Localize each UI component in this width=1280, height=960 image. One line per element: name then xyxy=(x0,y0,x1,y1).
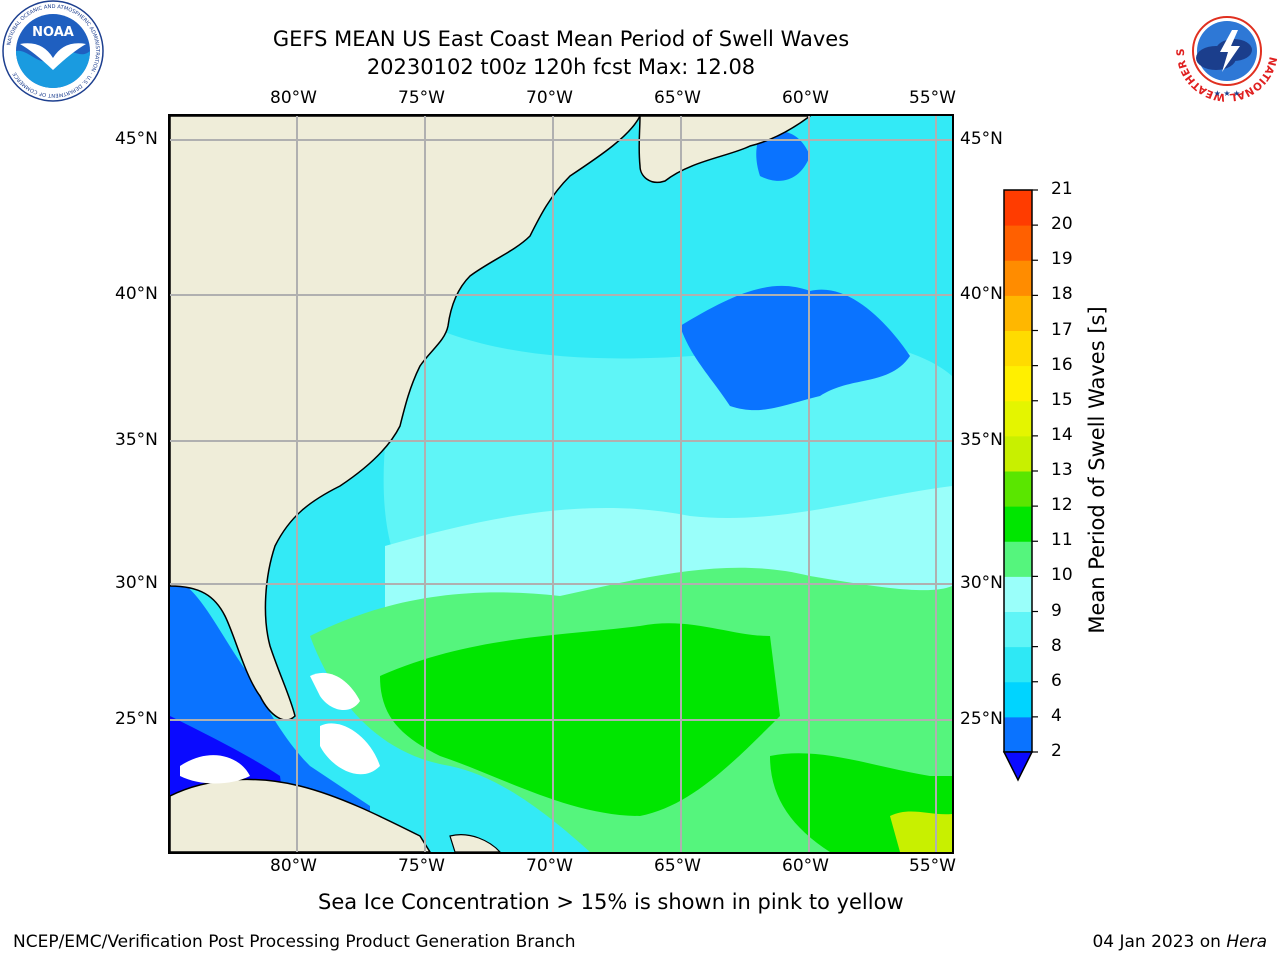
colorbar-label: 21 xyxy=(1051,179,1073,199)
lon-label: 70°W xyxy=(526,856,573,876)
mask-bahamas-a xyxy=(310,672,360,711)
lon-label: 80°W xyxy=(270,88,317,108)
colorbar-segment xyxy=(1004,541,1032,577)
colorbar-label: 12 xyxy=(1051,495,1073,516)
colorbar-segment xyxy=(1004,330,1032,367)
lon-label: 60°W xyxy=(782,88,829,108)
colorbar-segment xyxy=(1004,646,1032,683)
lat-label: 45°N xyxy=(960,129,1003,149)
run-date-text: 04 Jan 2023 on xyxy=(1092,932,1221,952)
lat-label: 30°N xyxy=(115,573,158,593)
lat-label: 45°N xyxy=(115,129,158,149)
colorbar-label: 16 xyxy=(1051,354,1073,375)
colorbar-under-arrow xyxy=(1002,751,1034,782)
colorbar-label: 4 xyxy=(1051,705,1062,726)
run-host: Hera xyxy=(1226,932,1267,952)
nws-logo-icon: NATIONAL WEATHER SERVICE ★ ★ ★ xyxy=(1172,0,1279,103)
chart-title: GEFS MEAN US East Coast Mean Period of S… xyxy=(272,27,850,51)
colorbar-title: Mean Period of Swell Waves [s] xyxy=(1085,306,1109,634)
lon-label: 60°W xyxy=(782,856,829,876)
lon-label: 75°W xyxy=(398,856,445,876)
lon-label: 65°W xyxy=(654,856,701,876)
colorbar-segment xyxy=(1004,190,1032,226)
swell-zone-12-13 xyxy=(890,811,952,852)
colorbar-label: 9 xyxy=(1051,600,1062,621)
colorbar-label: 10 xyxy=(1051,565,1073,586)
colorbar-label: 20 xyxy=(1051,214,1073,235)
colorbar-segment xyxy=(1004,576,1032,612)
noaa-logo-icon: NOAA NATIONAL OCEANIC AND ATMOSPHERIC AD… xyxy=(2,0,104,102)
lon-label: 55°W xyxy=(909,88,956,108)
colorbar-segment xyxy=(1004,225,1032,261)
colorbar-segment xyxy=(1004,400,1032,437)
lat-label: 30°N xyxy=(960,573,1003,593)
colorbar-label: 8 xyxy=(1051,635,1062,656)
lat-label: 25°N xyxy=(960,709,1003,729)
producer-credit: NCEP/EMC/Verification Post Processing Pr… xyxy=(13,932,576,952)
colorbar xyxy=(1000,186,1040,786)
sea-ice-note: Sea Ice Concentration > 15% is shown in … xyxy=(318,890,904,914)
swell-zone-2-4-a xyxy=(680,285,910,411)
colorbar-segment xyxy=(1004,681,1032,718)
map-gridlines xyxy=(170,116,952,852)
lon-label: 75°W xyxy=(398,88,445,108)
colorbar-label: 15 xyxy=(1051,389,1073,410)
colorbar-label: 2 xyxy=(1051,741,1062,761)
colorbar-label: 19 xyxy=(1051,249,1073,270)
lat-label: 35°N xyxy=(960,430,1003,450)
colorbar-label: 11 xyxy=(1051,530,1073,551)
colorbar-segment xyxy=(1004,506,1032,542)
colorbar-segment xyxy=(1004,611,1032,648)
colorbar-label: 6 xyxy=(1051,670,1062,691)
lon-label: 65°W xyxy=(654,88,701,108)
colorbar-label: 13 xyxy=(1051,460,1073,480)
colorbar-label: 18 xyxy=(1051,284,1073,305)
swell-period-map xyxy=(170,116,952,852)
colorbar-segment xyxy=(1004,471,1032,507)
colorbar-segment xyxy=(1004,260,1032,296)
lon-label: 55°W xyxy=(909,856,956,876)
run-date: 04 Jan 2023 on Hera xyxy=(1092,932,1267,952)
noaa-logo-text: NOAA xyxy=(32,25,74,40)
map-panel xyxy=(168,114,954,854)
colorbar-segment xyxy=(1004,365,1032,402)
land-east-coast xyxy=(170,116,641,721)
lat-label: 35°N xyxy=(115,430,158,450)
chart-subtitle: 20230102 t00z 120h fcst Max: 12.08 xyxy=(366,55,756,79)
lon-label: 80°W xyxy=(270,856,317,876)
lat-label: 25°N xyxy=(115,709,158,729)
lat-label: 40°N xyxy=(115,284,158,304)
swell-zone-2-4-b xyxy=(756,131,810,181)
land-hispaniola xyxy=(449,834,501,852)
svg-text:★ ★ ★: ★ ★ ★ xyxy=(1214,89,1241,98)
colorbar-label: 14 xyxy=(1051,424,1073,445)
lat-label: 40°N xyxy=(960,284,1003,304)
colorbar-segment xyxy=(1004,716,1032,753)
colorbar-segment xyxy=(1004,295,1032,331)
colorbar-graphic xyxy=(1002,189,1038,782)
mask-gulf-shelf xyxy=(180,755,250,784)
colorbar-label: 17 xyxy=(1051,319,1073,340)
mask-bahamas-b xyxy=(320,723,380,775)
colorbar-segment xyxy=(1004,435,1032,472)
lon-label: 70°W xyxy=(526,88,573,108)
